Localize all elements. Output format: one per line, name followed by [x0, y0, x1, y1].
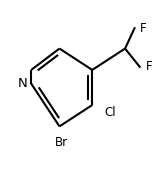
Text: N: N	[18, 77, 28, 90]
Text: F: F	[140, 22, 147, 35]
Text: Br: Br	[54, 136, 68, 149]
Text: Cl: Cl	[104, 106, 116, 119]
Text: F: F	[145, 60, 152, 73]
